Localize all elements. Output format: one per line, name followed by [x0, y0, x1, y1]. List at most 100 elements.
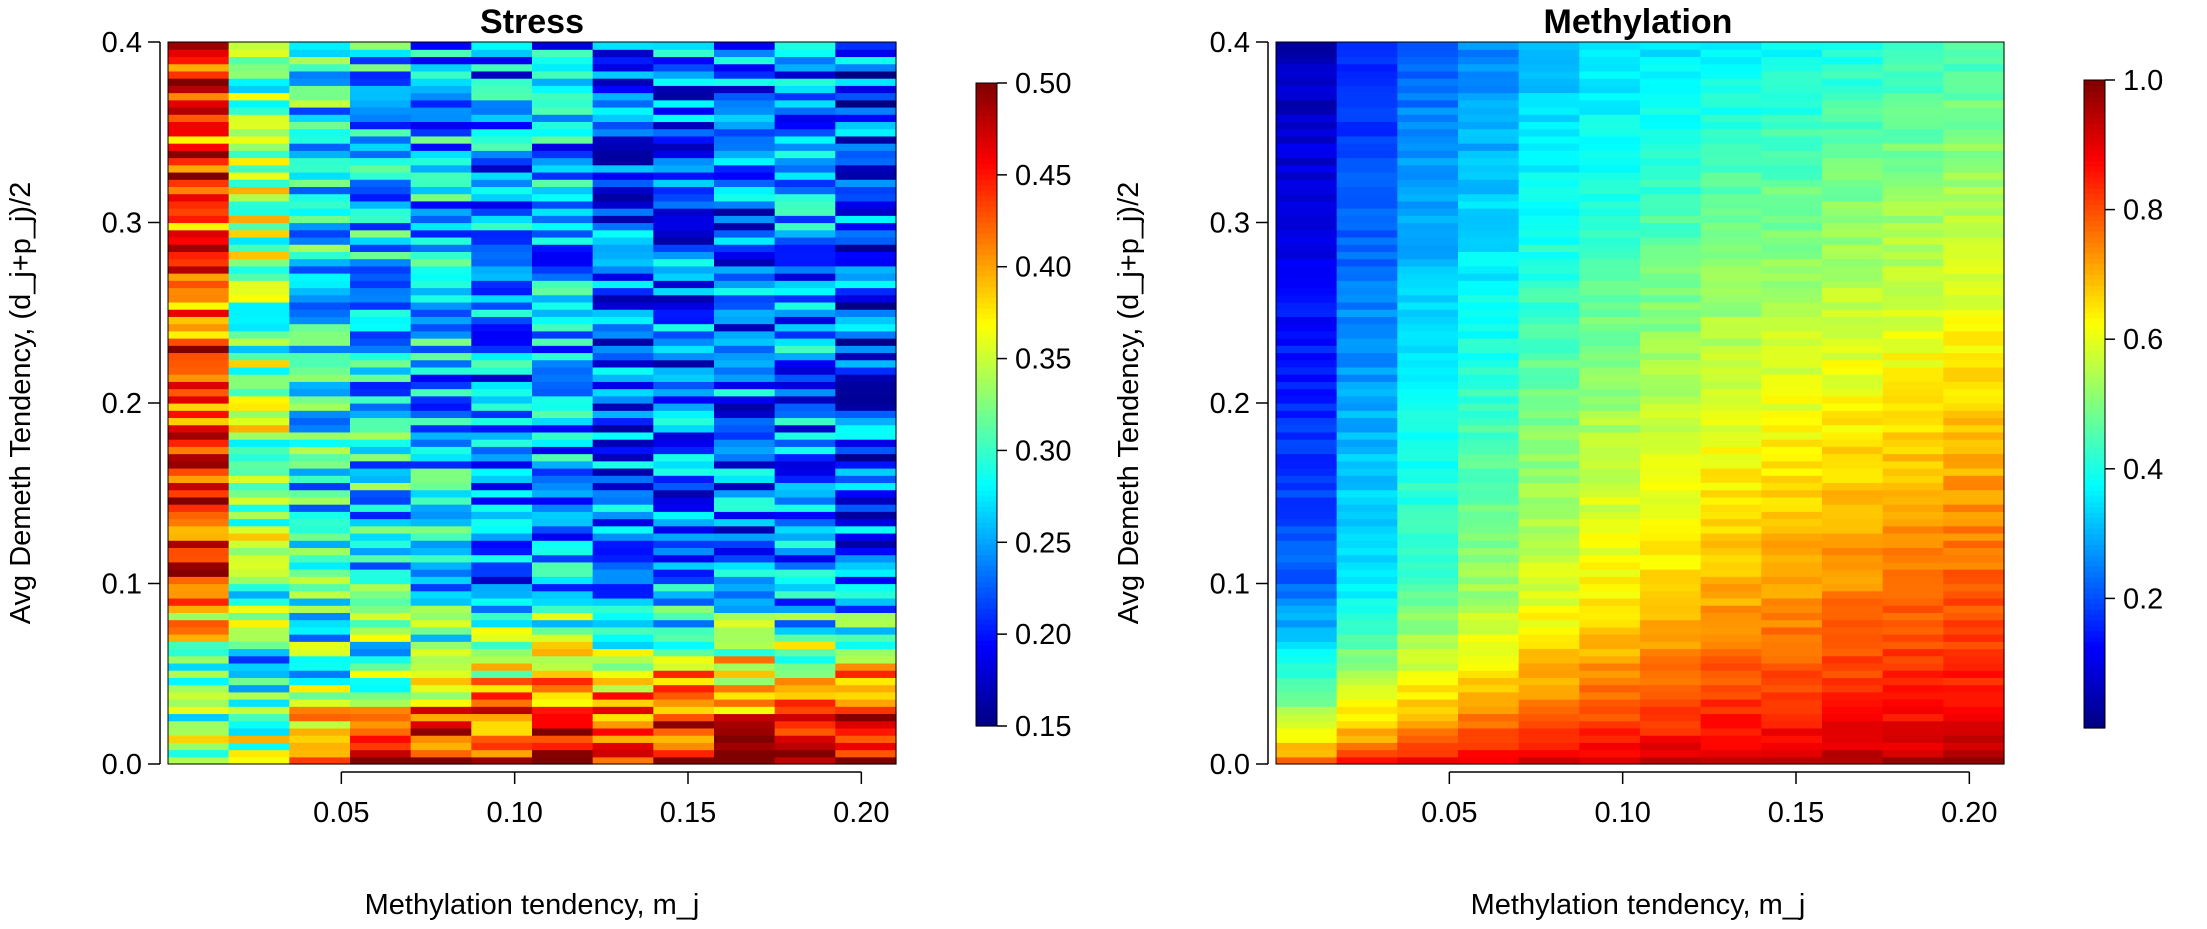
colorbar-segment — [976, 377, 997, 384]
heatmap-cell — [653, 460, 715, 469]
heatmap-cell — [1397, 215, 1459, 224]
heatmap-cell — [1518, 193, 1580, 202]
heatmap-cell — [1943, 561, 2005, 570]
colorbar-segment — [2084, 377, 2105, 383]
heatmap-cell — [653, 171, 715, 180]
colorbar-segment — [2084, 290, 2105, 297]
heatmap-cell — [1882, 106, 1944, 115]
heatmap-cell — [289, 229, 351, 238]
heatmap-cell — [592, 670, 654, 678]
heatmap-cell — [592, 424, 654, 433]
heatmap-cell — [714, 215, 776, 224]
heatmap-cell — [714, 381, 776, 390]
heatmap-cell — [1761, 670, 1823, 678]
heatmap-cell — [714, 99, 776, 108]
heatmap-cell — [592, 518, 654, 527]
heatmap-cell — [289, 236, 351, 245]
heatmap-cell — [1336, 540, 1398, 548]
heatmap-cell — [1700, 684, 1762, 693]
heatmap-cell — [1518, 691, 1580, 700]
heatmap-cell — [714, 727, 776, 736]
colorbar-segment — [976, 152, 997, 159]
heatmap-cell — [1458, 49, 1520, 58]
heatmap-cell — [1518, 439, 1580, 447]
heatmap-cell — [1882, 171, 1944, 180]
heatmap-cell — [168, 431, 230, 440]
heatmap-cell — [835, 265, 897, 274]
heatmap-cell — [1579, 670, 1641, 678]
heatmap-cell — [168, 280, 230, 289]
heatmap-cell — [168, 121, 230, 130]
heatmap-cell — [1276, 179, 1338, 187]
heatmap-cell — [410, 374, 472, 382]
heatmap-cell — [1579, 395, 1641, 404]
heatmap-cell — [1579, 706, 1641, 715]
heatmap-cell — [1579, 742, 1641, 751]
heatmap-cell — [835, 749, 897, 758]
heatmap-cell — [1397, 42, 1459, 50]
heatmap-cell — [1943, 511, 2005, 520]
heatmap-cell — [289, 634, 351, 642]
heatmap-cell — [592, 106, 654, 115]
heatmap-cell — [592, 208, 654, 216]
heatmap-cell — [350, 273, 412, 281]
heatmap-cell — [774, 742, 836, 751]
heatmap-cell — [592, 684, 654, 693]
heatmap-cell — [1943, 330, 2005, 339]
heatmap-cell — [289, 706, 351, 715]
heatmap-cell — [774, 431, 836, 440]
heatmap-cell — [168, 605, 230, 613]
heatmap-cell — [1518, 619, 1580, 628]
colorbar-segment — [976, 533, 997, 540]
heatmap-cell — [1822, 366, 1884, 375]
heatmap-cell — [1276, 511, 1338, 520]
heatmap-cell — [1276, 583, 1338, 592]
heatmap-cell — [774, 482, 836, 491]
heatmap-cell — [774, 504, 836, 512]
heatmap-cell — [774, 273, 836, 281]
heatmap-cell — [1397, 135, 1459, 144]
heatmap-cell — [228, 114, 290, 123]
heatmap-cell — [1822, 756, 1884, 765]
colorbar-segment — [976, 372, 997, 379]
heatmap-cell — [1276, 403, 1338, 411]
heatmap-cell — [532, 157, 594, 166]
heatmap-cell — [714, 699, 776, 707]
heatmap-cell — [410, 352, 472, 361]
heatmap-cell — [1276, 338, 1338, 346]
heatmap-cell — [1336, 720, 1398, 729]
heatmap-cell — [1640, 424, 1702, 433]
y-tick-label: 0.4 — [1210, 27, 1250, 59]
heatmap-cell — [1458, 684, 1520, 693]
heatmap-cell — [1276, 157, 1338, 166]
heatmap-cell — [835, 626, 897, 635]
heatmap-cell — [1579, 518, 1641, 527]
heatmap-cell — [1640, 547, 1702, 556]
heatmap-cell — [1761, 482, 1823, 491]
heatmap-cell — [532, 63, 594, 72]
heatmap-cell — [1336, 742, 1398, 751]
heatmap-cell — [471, 706, 533, 715]
heatmap-cell — [168, 467, 230, 476]
heatmap-cell — [1336, 655, 1398, 664]
colorbar-segment — [2084, 609, 2105, 616]
heatmap-cell — [592, 273, 654, 281]
heatmap-cell — [532, 597, 594, 606]
heatmap-cell — [1518, 150, 1580, 159]
heatmap-cell — [1397, 727, 1459, 736]
heatmap-cell — [1458, 735, 1520, 743]
heatmap-cell — [1700, 395, 1762, 404]
heatmap-cell — [289, 388, 351, 397]
heatmap-cell — [350, 280, 412, 289]
colorbar-segment — [976, 222, 997, 229]
colorbar-segment — [2084, 506, 2105, 513]
heatmap-cell — [350, 338, 412, 346]
heatmap-cell — [228, 547, 290, 556]
heatmap-cell — [1822, 301, 1884, 310]
heatmap-cell — [1640, 597, 1702, 606]
heatmap-cell — [1276, 742, 1338, 751]
heatmap-cell — [532, 532, 594, 541]
heatmap-cell — [1700, 641, 1762, 650]
heatmap-cell — [835, 735, 897, 743]
heatmap-cell — [1943, 215, 2005, 224]
